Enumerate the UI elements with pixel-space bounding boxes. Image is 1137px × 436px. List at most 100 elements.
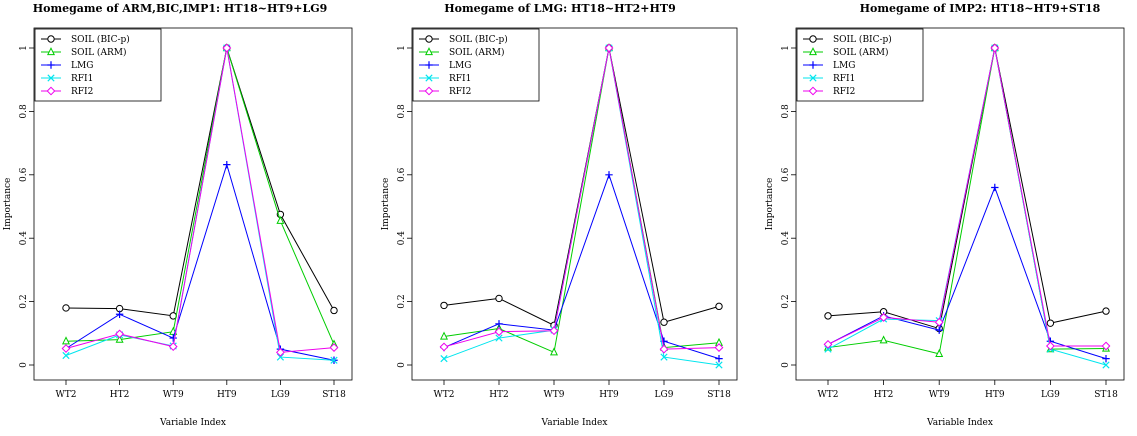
x-tick-label: HT2: [874, 390, 894, 400]
x-tick-label: WT9: [544, 390, 565, 400]
x-axis-label: Variable Index: [159, 418, 226, 428]
series-line: [827, 47, 1106, 347]
legend-label: SOIL (BIC-p): [449, 34, 508, 45]
legend-marker: [46, 86, 56, 96]
legend-label: RFI2: [71, 87, 93, 97]
series-line: [65, 47, 335, 345]
data-point: [61, 336, 71, 345]
series-line: [443, 173, 720, 360]
x-tick-label: HT9: [217, 390, 237, 400]
data-point: [276, 215, 285, 224]
x-tick-label: HT9: [599, 390, 619, 400]
legend: SOIL (BIC-p) SOIL (ARM) LMG RFI1 RFI2: [34, 28, 162, 102]
legend-marker: [47, 74, 55, 82]
y-tick-label: 1: [397, 45, 407, 51]
legend-label: SOIL (BIC-p): [71, 34, 130, 45]
data-point: [879, 335, 888, 344]
data-point: [659, 344, 669, 354]
legend-label: SOIL (ARM): [449, 47, 504, 58]
chart-panel-3: Homegame of IMP2: HT18~HT9+ST18 0 0.2 0.4 0.…: [765, 2, 1125, 428]
data-point: [1101, 341, 1111, 351]
data-point: [330, 356, 338, 364]
data-point: [934, 317, 944, 327]
legend-marker: [425, 61, 433, 69]
legend-marker: [809, 35, 817, 43]
data-point: [660, 353, 668, 361]
x-axis-label: Variable Index: [541, 418, 608, 428]
y-tick-label: 0.6: [19, 167, 29, 182]
data-point: [823, 339, 833, 349]
y-tick-label: 0.6: [397, 167, 407, 182]
legend: SOIL (BIC-p) SOIL (ARM) LMG RFI1 RFI2: [412, 28, 540, 102]
data-point: [329, 343, 339, 352]
data-point: [549, 326, 559, 336]
series-line: [65, 47, 335, 353]
legend-label: SOIL (BIC-p): [833, 34, 892, 45]
y-tick-label: 0.6: [781, 167, 791, 182]
data-point: [275, 347, 285, 357]
legend-marker: [47, 61, 55, 69]
data-point: [222, 43, 232, 53]
legend-label: LMG: [833, 61, 855, 71]
series-lmg: [824, 183, 1110, 363]
x-tick-label: WT9: [929, 390, 950, 400]
legend-marker: [425, 35, 433, 43]
data-point: [115, 310, 124, 318]
data-point: [1102, 361, 1110, 369]
data-point: [494, 327, 504, 337]
x-tick-label: HT2: [110, 390, 130, 400]
data-point: [330, 306, 338, 315]
data-point: [660, 318, 668, 326]
legend-label: RFI1: [833, 74, 855, 84]
series-line: [827, 47, 1107, 355]
data-point: [62, 351, 70, 360]
x-tick-label: WT9: [163, 390, 184, 400]
x-tick-label: HT9: [985, 390, 1005, 400]
y-tick-label: 1: [781, 45, 791, 51]
data-point: [439, 331, 449, 340]
data-point: [168, 342, 178, 352]
y-tick-label: 0.4: [781, 231, 791, 246]
legend-marker: [808, 47, 818, 56]
y-tick-label: 0: [397, 362, 407, 368]
y-axis-label: Importance: [381, 178, 391, 231]
y-axis-label: Importance: [3, 178, 13, 231]
data-point: [276, 353, 285, 361]
x-tick-label: ST18: [707, 390, 731, 400]
y-tick-label: 1: [19, 45, 29, 51]
legend-marker: [809, 61, 817, 69]
legend-marker: [46, 47, 56, 56]
data-point: [549, 347, 559, 356]
legend-marker: [424, 47, 434, 56]
series-rfi2: [439, 43, 724, 354]
plot-frame: [33, 27, 353, 381]
legend-label: RFI1: [71, 74, 93, 84]
x-tick-label: ST18: [1094, 390, 1118, 400]
data-point: [1045, 341, 1055, 351]
data-point: [495, 294, 503, 303]
data-point: [440, 301, 448, 310]
data-point: [1046, 319, 1055, 327]
data-point: [223, 160, 231, 169]
series-line: [827, 47, 1107, 330]
data-point: [879, 313, 889, 322]
data-point: [115, 334, 124, 343]
legend-marker: [425, 74, 433, 82]
legend-marker: [424, 86, 434, 96]
y-tick-label: 0: [781, 362, 791, 368]
series-line: [443, 47, 720, 350]
y-tick-label: 0.4: [19, 231, 29, 246]
data-point: [1102, 307, 1110, 315]
x-tick-label: HT2: [489, 390, 509, 400]
series-line: [827, 186, 1107, 360]
y-tick-label: 0.2: [397, 294, 407, 308]
x-tick-label: LG9: [271, 390, 290, 400]
data-point: [62, 304, 70, 312]
legend-marker: [808, 86, 818, 96]
series-line: [65, 46, 335, 317]
chart-title: Homegame of IMP2: HT18~HT9+ST18: [860, 2, 1101, 15]
data-point: [991, 183, 999, 192]
legend-marker: [809, 74, 817, 82]
series-rfi2: [61, 43, 339, 357]
